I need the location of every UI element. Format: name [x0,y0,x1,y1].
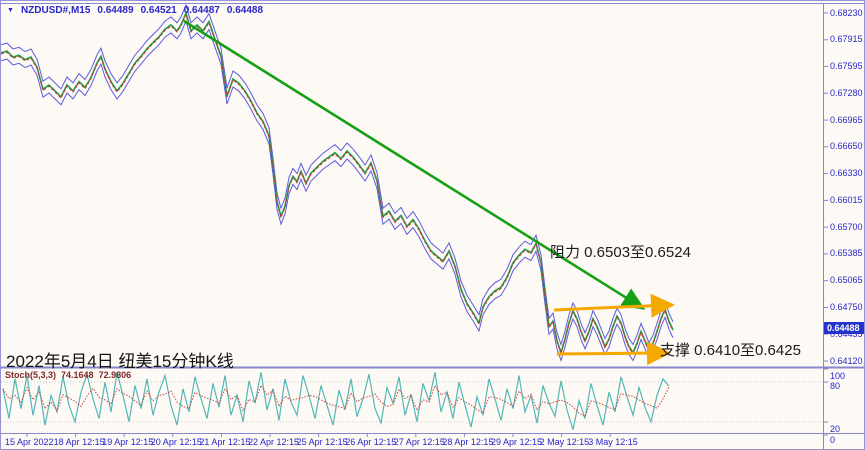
symbol-ohlc-line: ▼ NZDUSD#,M15 0.64489 0.64521 0.64487 0.… [7,5,263,16]
time-axis-label: 28 Apr 12:15 [442,437,494,447]
time-axis-label: 18 Apr 12:15 [53,437,105,447]
price-axis-label: 0.67915 [830,34,863,45]
stoch-signal-value: 72.9806 [98,370,132,380]
price-axis-label: 0.65065 [830,275,863,286]
support-annotation[interactable]: 支撑 0.6410至0.6425 [660,342,801,359]
downtrend-line[interactable] [183,19,646,310]
support-zone-arrow[interactable] [556,341,671,366]
time-axis-label: 26 Apr 12:15 [345,437,397,447]
low-value: 0.64487 [183,5,220,16]
high-value: 0.64521 [140,5,177,16]
price-axis-label: 0.65700 [830,221,863,232]
price-axis-label: 0.67595 [830,61,863,71]
stoch-indicator-label: Stoch(5,3,3) 74.1648 72.9806 [5,370,131,380]
price-axis-label: 0.65385 [830,248,863,259]
time-axis-label: 22 Apr 12:15 [248,437,300,447]
panel-divider[interactable] [1,366,865,369]
price-axis-label: 0.66650 [830,141,863,152]
stoch-scale-label: 20 [830,424,841,434]
price-axis-label: 0.66965 [830,114,863,125]
close-value: 0.64488 [226,5,264,16]
time-axis-label: 21 Apr 12:15 [199,437,251,447]
price-axis-label: 0.68230 [830,7,863,18]
time-axis-label: 29 Apr 12:15 [491,437,543,447]
price-axis-label: 0.66015 [830,194,863,205]
price-axis-label: 0.64120 [830,355,863,366]
bollinger-upper-band [1,3,674,347]
stoch-main-value: 74.1648 [61,370,94,380]
time-axis-label: 2 May 12:15 [539,437,590,447]
bollinger-lower-band [1,19,674,363]
price-axis-label: 0.67280 [830,87,863,98]
stoch-scale-label: 80 [830,381,841,391]
stoch-name: Stoch(5,3,3) [5,370,57,380]
price-candles-path[interactable] [1,10,674,356]
time-axis-label: 27 Apr 12:15 [393,437,445,447]
current-price-badge: 0.64488 [824,322,864,334]
price-candles-bear-overlay [1,12,674,356]
stoch-scale-label: 0 [830,435,836,445]
time-axis-label: 20 Apr 12:15 [150,437,202,447]
chevron-down-icon[interactable]: ▼ [7,7,14,14]
resistance-zone-arrow[interactable] [553,293,675,318]
time-axis-label: 25 Apr 12:15 [296,437,348,447]
time-axis-label: 19 Apr 12:15 [102,437,154,447]
open-value: 0.64489 [97,5,134,16]
date-annotation[interactable]: 2022年5月4日 纽美15分钟K线 [6,352,234,371]
stoch-main-line [2,372,670,430]
time-axis-label: 15 Apr 2022 [5,437,54,447]
stoch-signal-line [2,384,670,417]
resistance-annotation[interactable]: 阻力 0.6503至0.6524 [550,244,691,261]
price-axis-label: 0.66330 [830,168,863,179]
stoch-scale-label: 100 [830,371,846,381]
time-axis-label: 3 May 12:15 [588,437,638,447]
price-axis-label: 0.64750 [830,302,863,312]
symbol-label: NZDUSD#,M15 [20,5,91,16]
